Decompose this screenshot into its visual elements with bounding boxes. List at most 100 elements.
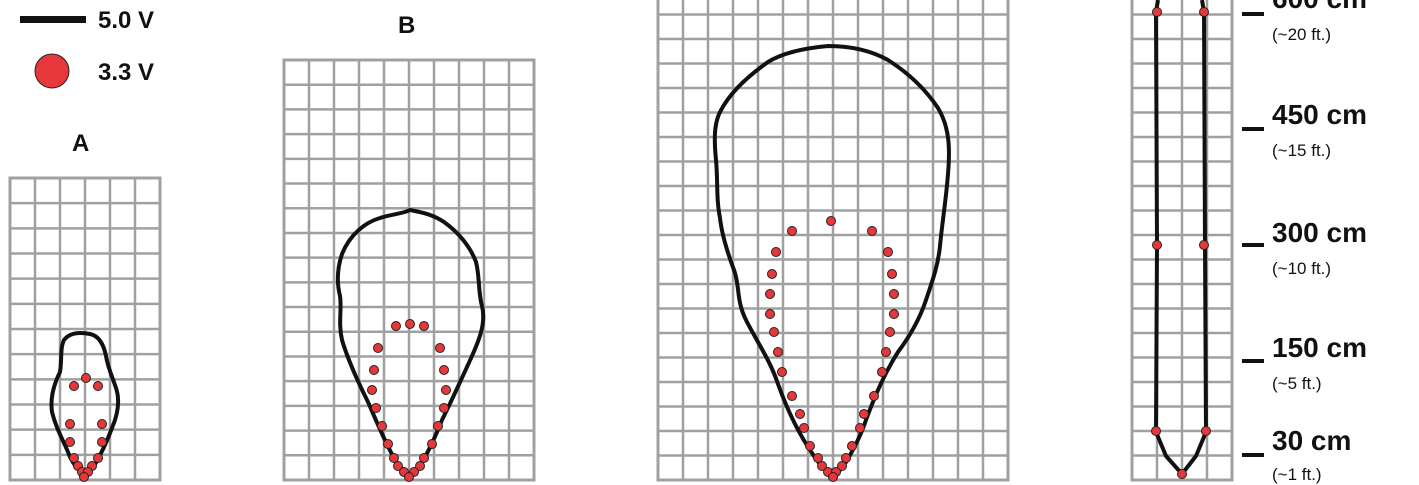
panel-b-3v3-dots bbox=[367, 319, 451, 482]
grid-panel-d bbox=[1130, 0, 1234, 482]
legend-line-label: 5.0 V bbox=[98, 7, 154, 34]
3v3-dot bbox=[93, 381, 103, 391]
3v3-dot bbox=[1199, 7, 1209, 17]
3v3-dot bbox=[383, 439, 393, 449]
grid-panel-a bbox=[8, 176, 162, 482]
scale-label-30-cm: 30 cm bbox=[1272, 425, 1351, 456]
3v3-dot bbox=[69, 381, 79, 391]
legend-dot-swatch bbox=[34, 53, 70, 89]
3v3-dot bbox=[769, 327, 779, 337]
scale-label-450-ft: (~15 ft.) bbox=[1272, 141, 1331, 160]
3v3-dot bbox=[813, 453, 823, 463]
3v3-dot bbox=[837, 461, 847, 471]
3v3-dot bbox=[855, 423, 865, 433]
3v3-dot bbox=[419, 321, 429, 331]
3v3-dot bbox=[404, 472, 414, 482]
scale-label-150-cm: 150 cm bbox=[1272, 332, 1367, 363]
scale-label-30-ft: (~1 ft.) bbox=[1272, 465, 1322, 484]
3v3-dot bbox=[439, 365, 449, 375]
3v3-dot bbox=[441, 385, 451, 395]
3v3-dot bbox=[65, 437, 75, 447]
grid-panel-b bbox=[282, 58, 536, 482]
3v3-dot bbox=[826, 216, 836, 226]
3v3-dot bbox=[427, 439, 437, 449]
3v3-dot bbox=[787, 391, 797, 401]
3v3-dot bbox=[393, 461, 403, 471]
3v3-dot bbox=[415, 461, 425, 471]
3v3-dot bbox=[377, 421, 387, 431]
3v3-dot bbox=[889, 309, 899, 319]
distance-scale: 600 cm (~20 ft.) 450 cm (~15 ft.) 300 cm… bbox=[1242, 0, 1367, 484]
legend-line-swatch bbox=[20, 16, 86, 23]
3v3-dot bbox=[79, 472, 89, 482]
scale-tick-300 bbox=[1242, 243, 1264, 247]
3v3-dot bbox=[367, 385, 377, 395]
panel-a-3v3-dots bbox=[65, 373, 107, 482]
3v3-dot bbox=[828, 472, 838, 482]
3v3-dot bbox=[883, 247, 893, 257]
3v3-dot bbox=[373, 343, 383, 353]
3v3-dot bbox=[97, 437, 107, 447]
3v3-dot bbox=[1177, 469, 1187, 479]
3v3-dot bbox=[847, 441, 857, 451]
3v3-dot bbox=[771, 247, 781, 257]
scale-label-600-ft: (~20 ft.) bbox=[1272, 25, 1331, 44]
3v3-dot bbox=[817, 461, 827, 471]
3v3-dot bbox=[1201, 426, 1211, 436]
3v3-dot bbox=[371, 403, 381, 413]
3v3-dot bbox=[881, 347, 891, 357]
3v3-dot bbox=[433, 421, 443, 431]
scale-label-600-cm: 600 cm bbox=[1272, 0, 1367, 14]
scale-label-450-cm: 450 cm bbox=[1272, 99, 1367, 130]
scale-tick-150 bbox=[1242, 359, 1264, 363]
3v3-dot bbox=[435, 343, 445, 353]
3v3-dot bbox=[859, 409, 869, 419]
3v3-dot bbox=[1199, 240, 1209, 250]
3v3-dot bbox=[889, 289, 899, 299]
3v3-dot bbox=[885, 327, 895, 337]
3v3-dot bbox=[389, 453, 399, 463]
3v3-dot bbox=[1151, 426, 1161, 436]
3v3-dot bbox=[1152, 240, 1162, 250]
3v3-dot bbox=[777, 367, 787, 377]
3v3-dot bbox=[439, 403, 449, 413]
scale-tick-600 bbox=[1242, 12, 1264, 16]
3v3-dot bbox=[869, 391, 879, 401]
3v3-dot bbox=[877, 367, 887, 377]
3v3-dot bbox=[419, 453, 429, 463]
panel-c-3v3-dots bbox=[765, 216, 899, 482]
scale-label-150-ft: (~5 ft.) bbox=[1272, 374, 1322, 393]
scale-label-300-cm: 300 cm bbox=[1272, 217, 1367, 248]
3v3-dot bbox=[93, 453, 103, 463]
legend-dot-label: 3.3 V bbox=[98, 59, 154, 86]
panel-label-b: B bbox=[398, 12, 415, 39]
3v3-dot bbox=[787, 226, 797, 236]
3v3-dot bbox=[841, 453, 851, 463]
3v3-dot bbox=[795, 409, 805, 419]
3v3-dot bbox=[867, 226, 877, 236]
3v3-dot bbox=[405, 319, 415, 329]
3v3-dot bbox=[887, 269, 897, 279]
3v3-dot bbox=[765, 289, 775, 299]
panel-b-5v-outline bbox=[335, 208, 486, 479]
3v3-dot bbox=[65, 419, 75, 429]
panel-c-5v-outline bbox=[712, 44, 951, 480]
3v3-dot bbox=[69, 453, 79, 463]
3v3-dot bbox=[97, 419, 107, 429]
3v3-dot bbox=[799, 423, 809, 433]
3v3-dot bbox=[773, 347, 783, 357]
3v3-dot bbox=[391, 321, 401, 331]
3v3-dot bbox=[765, 309, 775, 319]
scale-label-300-ft: (~10 ft.) bbox=[1272, 259, 1331, 278]
scale-tick-30 bbox=[1242, 453, 1264, 457]
scale-tick-450 bbox=[1242, 127, 1264, 131]
grid-panel-c bbox=[656, 0, 1010, 482]
3v3-dot bbox=[805, 441, 815, 451]
3v3-dot bbox=[369, 365, 379, 375]
panel-d-3v3-dots bbox=[1151, 7, 1211, 479]
3v3-dot bbox=[767, 269, 777, 279]
3v3-dot bbox=[81, 373, 91, 383]
legend: 5.0 V 3.3 V bbox=[20, 7, 154, 89]
panel-label-a: A bbox=[72, 130, 89, 157]
